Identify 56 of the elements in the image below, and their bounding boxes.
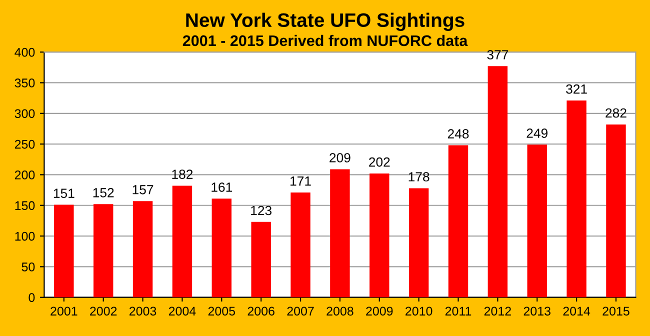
x-tick-label: 2007 — [287, 306, 314, 316]
y-tick-label: 50 — [22, 262, 35, 272]
data-label: 157 — [132, 185, 154, 194]
data-label: 321 — [566, 84, 587, 94]
data-label: 152 — [93, 188, 114, 198]
y-tick-label: 100 — [15, 232, 35, 241]
y-tick-label: 350 — [14, 78, 35, 88]
data-label: 123 — [251, 206, 272, 216]
chart-title: New York State UFO Sightings — [186, 12, 464, 31]
data-label: 248 — [448, 129, 469, 139]
y-tick-label: 150 — [15, 201, 35, 210]
bar — [132, 201, 153, 298]
bar — [251, 222, 271, 298]
bar — [54, 204, 74, 298]
data-label: 161 — [212, 182, 232, 192]
data-label: 249 — [526, 128, 548, 138]
x-tick-label: 2006 — [248, 306, 274, 316]
data-label: 151 — [54, 188, 74, 198]
y-tick-label: 200 — [14, 170, 35, 180]
data-label: 182 — [172, 170, 193, 179]
bar — [606, 124, 626, 298]
x-tick-label: 2012 — [484, 306, 511, 316]
data-label: 377 — [487, 50, 508, 60]
x-tick-label: 2002 — [90, 306, 117, 316]
data-label: 171 — [290, 176, 311, 186]
x-tick-label: 2014 — [563, 306, 590, 316]
bar — [527, 144, 547, 298]
bar — [290, 192, 310, 298]
x-tick-label: 2004 — [168, 306, 196, 316]
x-tick-label: 2008 — [326, 306, 354, 316]
bar — [212, 198, 232, 298]
x-tick-label: 2003 — [130, 306, 156, 316]
x-tick-label: 2005 — [208, 306, 236, 316]
y-tick-label: 300 — [14, 109, 35, 118]
chart-subtitle: 2001 - 2015 Derived from NUFORC data — [182, 34, 468, 46]
x-tick-label: 2011 — [445, 306, 472, 316]
y-tick-label: 250 — [14, 140, 35, 149]
bar — [330, 169, 350, 298]
bar — [448, 145, 468, 298]
bar — [370, 173, 390, 298]
data-label: 209 — [330, 153, 350, 162]
x-tick-label: 2013 — [524, 306, 550, 316]
data-label: 178 — [408, 172, 430, 182]
y-tick-label: 400 — [14, 48, 35, 57]
x-tick-label: 2001 — [50, 306, 78, 316]
bar — [488, 66, 508, 298]
y-tick-label: 0 — [28, 293, 35, 302]
x-tick-label: 2009 — [366, 306, 393, 316]
bar — [408, 188, 429, 298]
data-label: 282 — [606, 108, 626, 118]
bar — [172, 186, 192, 298]
x-tick-label: 2015 — [602, 306, 630, 316]
bar — [93, 204, 114, 298]
bar — [566, 100, 586, 298]
data-label: 202 — [369, 157, 390, 167]
x-tick-label: 2010 — [406, 306, 432, 316]
